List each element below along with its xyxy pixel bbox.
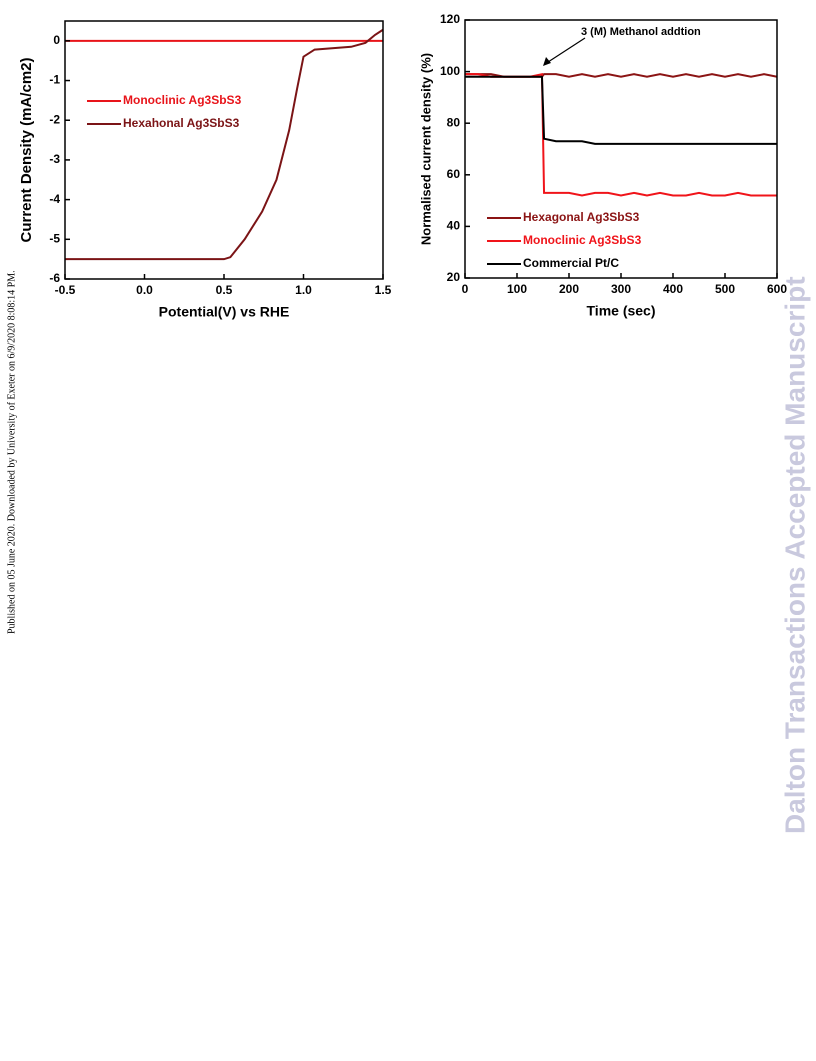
x-tick-label: 0.0	[136, 283, 153, 297]
x-tick-label: 0.5	[216, 283, 233, 297]
x-tick-label: 1.0	[295, 283, 312, 297]
annotation-arrow	[544, 37, 586, 65]
y-tick-label: 20	[447, 270, 461, 284]
data-line	[65, 28, 384, 261]
x-tick-label: 100	[507, 282, 527, 296]
y-tick-label: 80	[447, 115, 461, 129]
side-note: Published on 05 June 2020. Downloaded by…	[6, 270, 17, 634]
legend-label: Hexagonal Ag3SbS3	[523, 210, 640, 224]
x-tick-label: 600	[767, 282, 787, 296]
y-tick-label: -4	[49, 192, 60, 206]
x-tick-label: 300	[611, 282, 631, 296]
data-line	[465, 75, 777, 145]
y-tick-label: -3	[49, 152, 60, 166]
y-tick-label: -6	[49, 271, 60, 285]
x-tick-label: 0	[462, 282, 469, 296]
x-axis-label: Potential(V) vs RHE	[159, 304, 290, 320]
y-tick-label: 60	[447, 167, 461, 181]
annotation-arrowhead	[543, 57, 551, 66]
y-tick-label: 120	[440, 12, 460, 26]
legend-label: Hexahonal Ag3SbS3	[123, 116, 240, 130]
plot-frame	[64, 20, 384, 280]
watermark: Dalton Transactions Accepted Manuscript	[779, 276, 810, 834]
x-tick-label: -0.5	[55, 283, 76, 297]
x-tick-label: 500	[715, 282, 735, 296]
legend-label: Monoclinic Ag3SbS3	[123, 93, 242, 107]
y-axis-label: Current Density (mA/cm2)	[18, 57, 35, 242]
legend-label: Commercial Pt/C	[523, 256, 619, 270]
x-tick-label: 400	[663, 282, 683, 296]
y-tick-label: 40	[447, 219, 461, 233]
x-axis-label: Time (sec)	[587, 303, 656, 319]
y-tick-label: -5	[49, 231, 60, 245]
legend-label: Monoclinic Ag3SbS3	[523, 233, 642, 247]
y-tick-label: -1	[49, 73, 60, 87]
x-tick-label: 200	[559, 282, 579, 296]
x-tick-label: 1.5	[375, 283, 392, 297]
data-line	[465, 72, 777, 197]
y-axis-label: Normalised current density (%)	[418, 53, 433, 245]
annotation: 3 (M) Methanol addtion	[581, 26, 701, 38]
y-tick-label: -2	[49, 112, 60, 126]
y-tick-label: 100	[440, 64, 460, 78]
y-tick-label: 0	[53, 33, 60, 47]
